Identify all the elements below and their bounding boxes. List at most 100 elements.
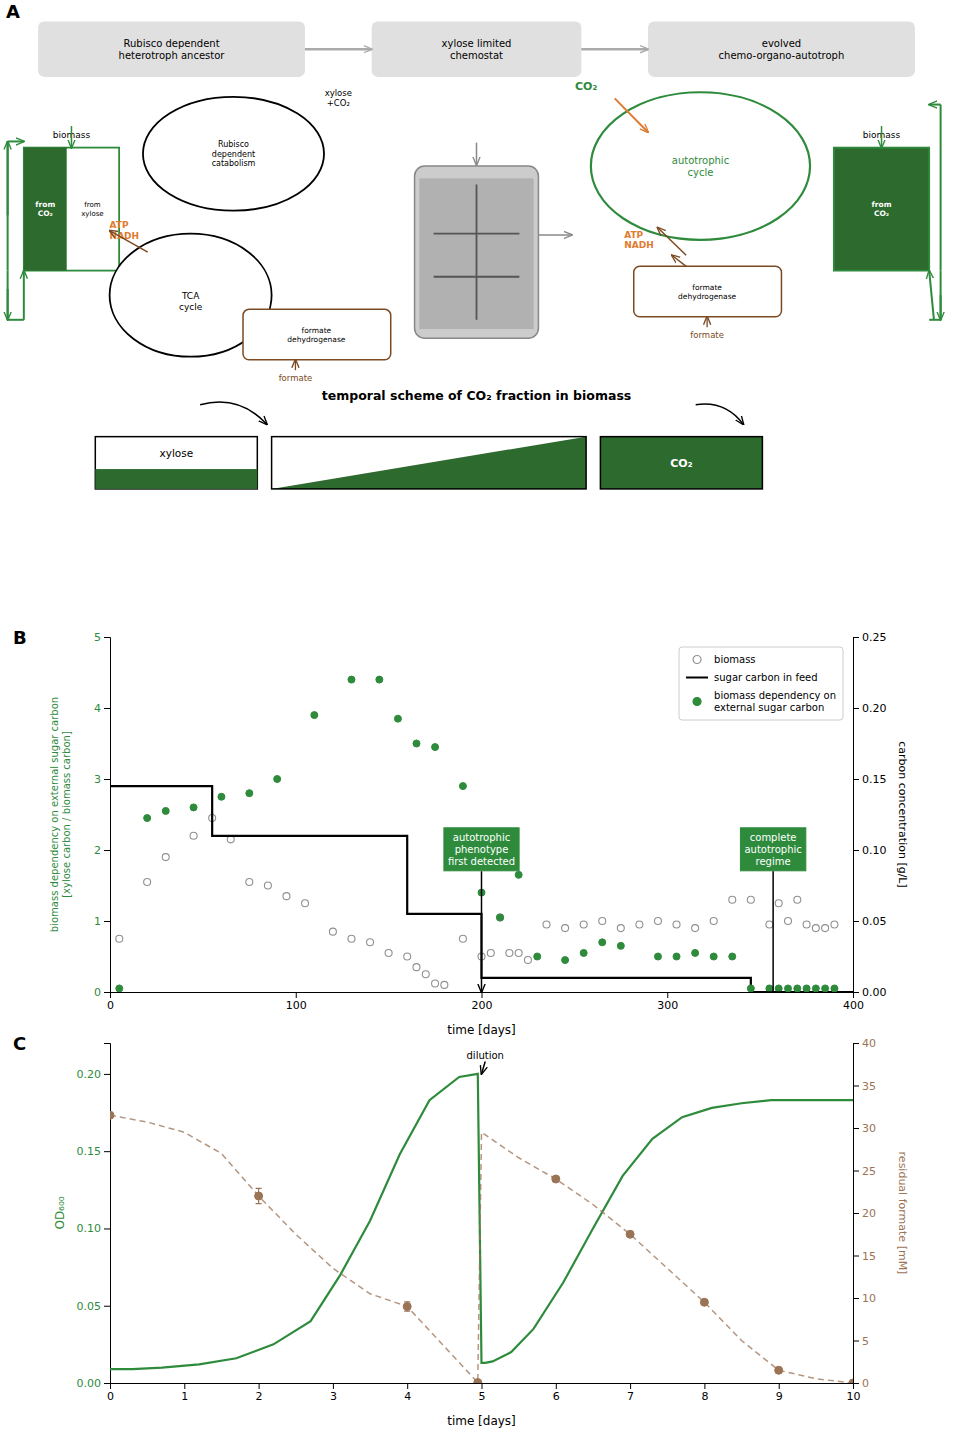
point <box>543 921 550 928</box>
tick: 0.05 <box>77 1300 111 1313</box>
annotation-box <box>740 828 805 871</box>
tick: 6 <box>553 1383 560 1403</box>
point <box>580 949 587 956</box>
tick-mark <box>630 1383 631 1389</box>
x-axis-title: time [days] <box>447 1414 516 1428</box>
tick-mark <box>853 1341 859 1342</box>
tick-mark <box>104 1383 110 1384</box>
tick: 0.05 <box>853 915 887 928</box>
legend-label: sugar carbon in feed <box>714 672 818 683</box>
label: Rubisco dependentheterotroph ancestor <box>119 38 226 61</box>
tick-mark <box>259 1383 260 1389</box>
y-axis-title: OD₆₀₀ <box>53 1196 67 1229</box>
point <box>729 896 736 903</box>
arrow <box>615 98 648 132</box>
point <box>403 1303 411 1311</box>
tick-label: 0.15 <box>77 1145 102 1158</box>
y2-axis: 0.000.050.100.150.200.25 <box>853 631 887 999</box>
point <box>385 949 392 956</box>
tick: 40 <box>853 1037 876 1050</box>
label: temporal scheme of CO₂ fraction in bioma… <box>322 388 632 403</box>
point <box>766 921 773 928</box>
point <box>190 832 197 839</box>
arrow <box>7 289 9 320</box>
tick: 0 <box>94 986 110 999</box>
point <box>264 882 271 889</box>
tick: 30 <box>853 1122 876 1135</box>
tick-mark <box>482 992 483 998</box>
tick: 0.20 <box>77 1068 111 1081</box>
tick: 5 <box>853 1335 869 1348</box>
point <box>775 1366 783 1374</box>
legend-label: biomass dependency onexternal sugar carb… <box>714 690 836 713</box>
tick-mark <box>853 850 859 851</box>
arrow <box>672 255 686 266</box>
tick-label: 2 <box>94 844 101 857</box>
tick-label: 1 <box>94 915 101 928</box>
point <box>654 953 661 960</box>
panel: 01002003004000123450.000.050.100.150.200… <box>49 631 910 1037</box>
tick-mark <box>482 1383 483 1389</box>
series-line <box>110 1074 853 1369</box>
point <box>116 935 123 942</box>
legend-label: biomass <box>714 654 756 665</box>
point <box>246 790 253 797</box>
tick-label: 0.05 <box>862 915 887 928</box>
point <box>348 935 355 942</box>
tick: 15 <box>853 1250 876 1263</box>
connector <box>476 185 478 320</box>
point <box>673 921 680 928</box>
tick-mark <box>853 1213 859 1214</box>
tick: 3 <box>330 1383 337 1403</box>
panel: 0123456789100.000.050.100.150.2005101520… <box>53 1037 909 1428</box>
connector <box>434 276 520 278</box>
tick-label: 7 <box>627 1390 634 1403</box>
scheme-fill <box>95 469 257 489</box>
header-box <box>648 22 915 77</box>
point <box>794 896 801 903</box>
y2-axis-title: residual formate [mM] <box>896 1152 909 1275</box>
tick-mark <box>104 708 110 709</box>
tick-label: 400 <box>843 999 864 1012</box>
reactor-liquid <box>419 178 533 329</box>
tick-label: 3 <box>94 773 101 786</box>
label: ATPNADH <box>624 230 654 251</box>
tick: 10 <box>853 1292 876 1305</box>
tick-label: 0.25 <box>862 631 887 644</box>
point <box>775 900 782 907</box>
connector <box>8 319 24 321</box>
point <box>766 985 773 992</box>
point <box>459 935 466 942</box>
tick: 0.15 <box>77 1145 111 1158</box>
tick-mark <box>853 1128 859 1129</box>
connector <box>7 271 9 320</box>
point <box>831 921 838 928</box>
tick-mark <box>104 992 110 993</box>
tick-mark <box>296 992 297 998</box>
tick-mark <box>104 850 110 851</box>
tick: 5 <box>479 1383 486 1403</box>
point <box>515 949 522 956</box>
annotation-bracket <box>763 991 783 993</box>
scheme-bar <box>600 437 762 489</box>
tick-label: 40 <box>862 1037 876 1050</box>
scheme-gradient <box>272 437 586 489</box>
arrow <box>71 126 73 148</box>
tick-mark <box>556 1383 557 1389</box>
point <box>534 953 541 960</box>
tick-mark <box>853 779 859 780</box>
point <box>747 896 754 903</box>
y2-axis-title-group: carbon concentration [g/L] <box>896 741 909 888</box>
tick-mark <box>184 1383 185 1389</box>
y-axis: 0.000.050.100.150.20 <box>77 1044 111 1391</box>
arrow <box>23 271 25 320</box>
annotation-text: completeautotrophicregime <box>744 832 801 867</box>
axis-line <box>104 1044 111 1384</box>
tick: 0.25 <box>853 631 887 644</box>
y-axis-title-group: biomass dependency on external sugar car… <box>49 697 72 932</box>
tick-label: 10 <box>847 1390 861 1403</box>
tick-label: 5 <box>94 631 101 644</box>
axis-line <box>104 638 111 993</box>
label: CO₂ <box>575 80 597 93</box>
biomass-fill <box>24 148 67 271</box>
